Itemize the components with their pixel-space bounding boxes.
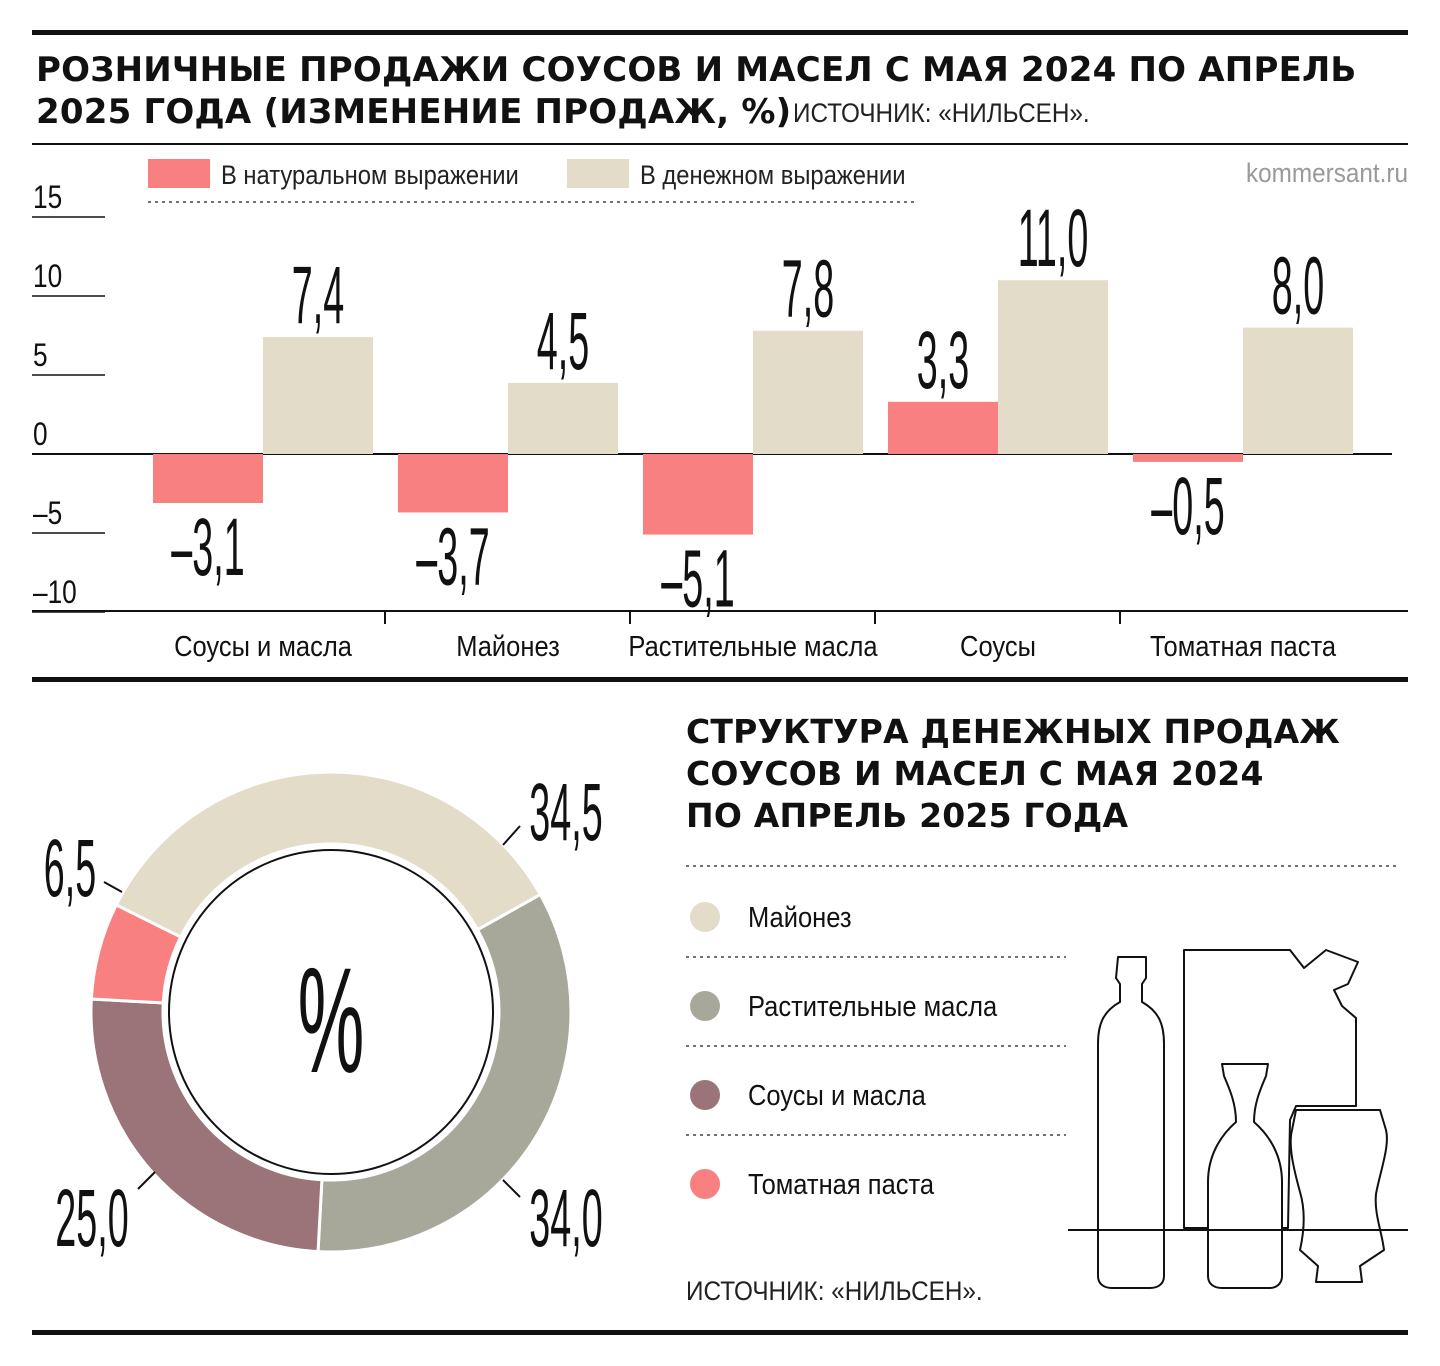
bar-value-label: –3,7: [416, 510, 489, 603]
bar-money: [508, 382, 618, 454]
donut-leader-line: [137, 1171, 156, 1190]
legend-label-tomato: Томатная паста: [748, 1167, 935, 1200]
legend-dot-oils: [690, 991, 720, 1021]
legend-label-mayo: Майонез: [748, 900, 852, 933]
bar-chart-title-line-2: 2025 ГОДА (ИЗМЕНЕНИЕ ПРОДАЖ, %): [36, 92, 792, 132]
bar-value-label: 3,3: [917, 313, 969, 406]
donut-center-label: %: [298, 938, 365, 1105]
bar-chart: В натуральном выражении В денежном выраж…: [32, 159, 1408, 662]
legend-label-natural: В натуральном выражении: [221, 161, 519, 191]
bar-natural: [888, 401, 998, 454]
donut-leader-line: [103, 881, 123, 893]
sauce-bottle-icon: [1289, 1109, 1388, 1283]
x-tick-label: Растительные масла: [628, 629, 878, 662]
donut-value-label: 25,0: [55, 1171, 128, 1264]
bar-value-label: –0,5: [1151, 459, 1224, 552]
x-tick-label: Майонез: [456, 629, 560, 662]
bar-chart-source: ИСТОЧНИК: «НИЛЬСЕН».: [793, 98, 1090, 128]
x-tick-label: Соусы: [960, 629, 1036, 662]
donut-segment-oils: [316, 892, 573, 1254]
legend-dot-sauces_oils: [690, 1080, 720, 1110]
y-tick-label: 15: [33, 181, 62, 216]
doypack-icon: [1183, 949, 1359, 1229]
bar-natural: [643, 454, 753, 535]
donut-inner-circle: [168, 849, 494, 1175]
bar-value-label: 8,0: [1272, 239, 1324, 332]
donut-title-line-2: СОУСОВ И МАСЕЛ С МАЯ 2024: [686, 754, 1264, 793]
legend-dot-mayo: [690, 902, 720, 932]
bar-value-label: 7,4: [292, 249, 344, 342]
bar-natural: [1133, 454, 1243, 462]
donut-segment-mayo: [114, 770, 543, 940]
legend-swatch-money: [567, 159, 629, 188]
donut-value-label: 34,5: [529, 765, 602, 858]
bar-value-label: 4,5: [537, 294, 589, 387]
bar-natural: [153, 454, 263, 503]
y-tick-label: 10: [33, 260, 62, 295]
bars: –3,1 7,4 –3,7 4,5 –5,1 7,8 3,3 11,0 –0,5 8,0: [153, 192, 1353, 625]
bar-money: [263, 337, 373, 454]
donut-leader-line: [502, 1179, 521, 1198]
donut-source: ИСТОЧНИК: «НИЛЬСЕН».: [686, 1276, 983, 1306]
donut-segment-tomato: [89, 902, 183, 1005]
y-tick-label: 5: [33, 339, 48, 374]
tall-bottle-icon: [1097, 956, 1165, 1289]
middle-rule: [32, 677, 1408, 682]
bar-money: [753, 330, 863, 454]
donut-labels: 34,5 34,0 25,0 6,5: [44, 765, 603, 1264]
bar-money: [1243, 327, 1353, 454]
y-tick-label: –5: [33, 497, 62, 532]
legend-label-oils: Растительные масла: [748, 989, 998, 1022]
legend-dot-tomato: [690, 1169, 720, 1199]
carafe-icon: [1207, 1063, 1283, 1289]
y-tick-label: –10: [33, 576, 77, 611]
y-tick-label: 0: [33, 418, 48, 453]
legend-label-money: В денежном выражении: [640, 161, 906, 191]
bar-natural: [398, 454, 508, 513]
bar-value-label: –5,1: [661, 532, 734, 625]
donut-leader-line: [502, 825, 521, 846]
bar-value-label: 7,8: [782, 242, 834, 335]
x-tick-label: Томатная паста: [1150, 629, 1337, 662]
donut-title-line-1: СТРУКТУРА ДЕНЕЖНЫХ ПРОДАЖ: [686, 712, 1340, 751]
title-underline: [32, 143, 1408, 145]
x-axis: Соусы и масла Майонез Растительные масла Со…: [32, 610, 1408, 662]
bar-value-label: –3,1: [171, 500, 244, 593]
legend-swatch-natural: [148, 159, 210, 188]
donut-value-label: 34,0: [529, 1171, 602, 1264]
donut-legend: Майонез Растительные масла Соусы и масла То…: [686, 865, 1400, 1200]
legend-label-sauces_oils: Соусы и масла: [748, 1078, 927, 1111]
bar-value-label: 11,0: [1018, 192, 1089, 285]
donut-value-label: 6,5: [44, 821, 96, 914]
donut-title-line-3: ПО АПРЕЛЬ 2025 ГОДА: [686, 796, 1129, 835]
top-rule: [32, 30, 1408, 35]
donut-segment-sauces_oils: [89, 997, 324, 1254]
bar-chart-title-line-1: РОЗНИЧНЫЕ ПРОДАЖИ СОУСОВ И МАСЕЛ С МАЯ 2…: [36, 50, 1357, 90]
donut-segments: [89, 770, 573, 1254]
bottles-illustration: [1097, 949, 1388, 1289]
bottom-rule: [32, 1330, 1408, 1335]
bar-money: [998, 280, 1108, 454]
bar-legend: В натуральном выражении В денежном выраж…: [148, 159, 918, 203]
brand-label: kommersant.ru: [1246, 158, 1409, 188]
x-tick-label: Соусы и масла: [174, 629, 353, 662]
